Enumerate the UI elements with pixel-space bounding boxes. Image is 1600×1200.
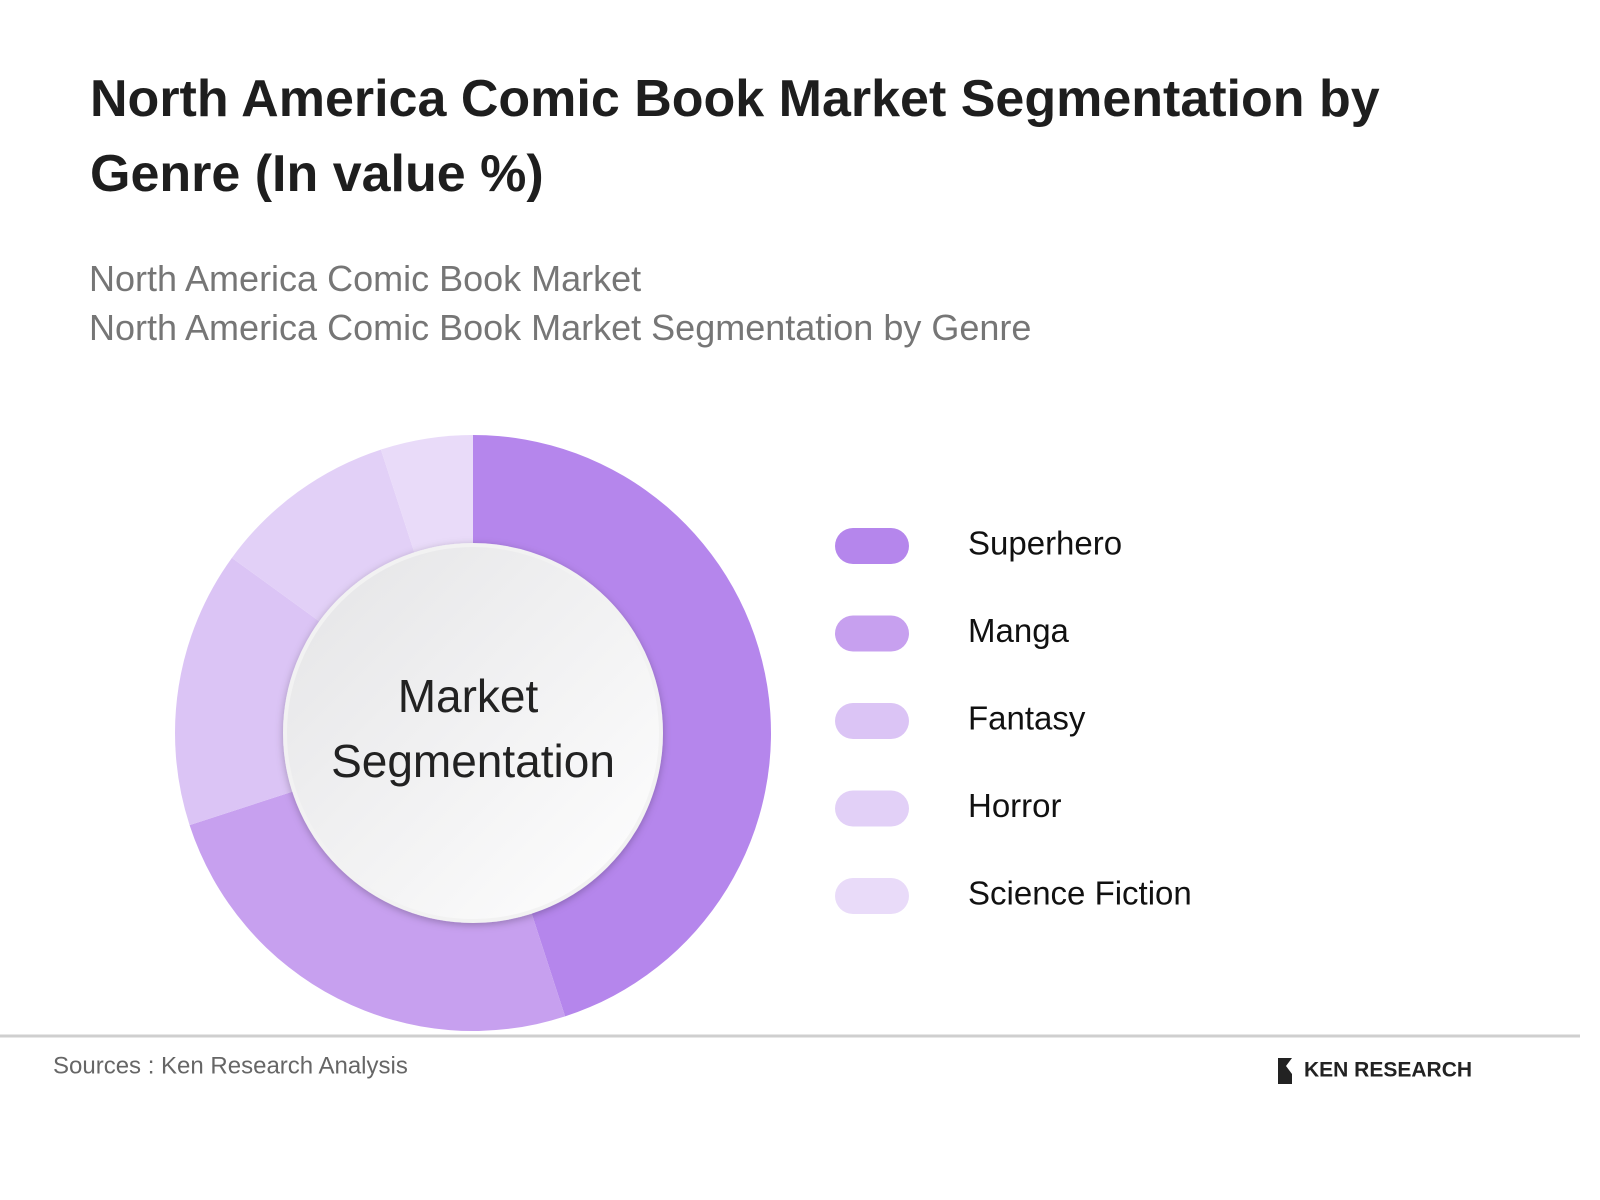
legend-label: Science Fiction — [968, 875, 1192, 912]
legend-swatch — [835, 703, 909, 739]
legend-label: Fantasy — [968, 700, 1086, 737]
logo: KEN RESEARCH — [1304, 1059, 1472, 1082]
legend-label: Manga — [968, 612, 1070, 649]
source: Sources : Ken Research Analysis — [53, 1052, 408, 1079]
logo-icon — [1278, 1058, 1292, 1084]
legend-swatch — [835, 615, 909, 652]
center-label: Market — [398, 670, 539, 722]
center-label: Segmentation — [331, 735, 615, 787]
legend-label: Horror — [968, 787, 1062, 824]
subtitle: North America Comic Book Market Segmenta… — [89, 307, 1032, 348]
donut-hole — [283, 543, 663, 923]
legend-swatch — [835, 790, 909, 827]
legend-swatch — [835, 528, 909, 564]
legend-label: Superhero — [968, 525, 1122, 562]
legend-swatch — [835, 878, 909, 914]
subtitle: North America Comic Book Market — [89, 258, 642, 299]
chart-title: North America Comic Book Market Segmenta… — [90, 70, 1380, 203]
